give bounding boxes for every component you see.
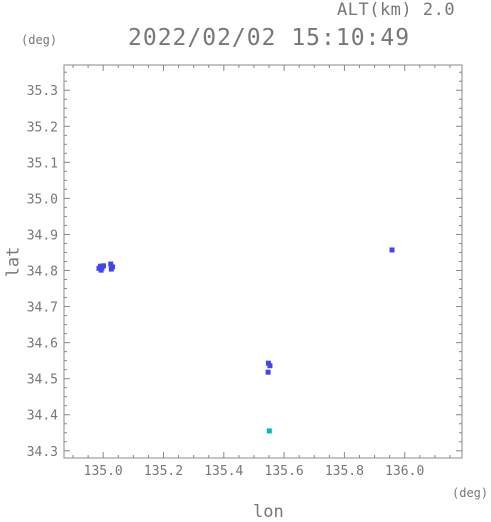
- x-axis-label: lon: [253, 502, 284, 522]
- x-ticks-group: 135.0 135.2 135.4 135.6 135.8 136.0: [72, 65, 451, 479]
- y-tick-label: 34.5: [27, 373, 58, 388]
- x-tick-label: 135.4: [204, 464, 243, 479]
- y-tick-label: 34.4: [27, 409, 58, 424]
- x-axis-unit: (deg): [452, 486, 489, 500]
- data-point: [265, 360, 271, 366]
- y-tick-label: 35.1: [27, 156, 58, 171]
- y-tick-label: 35.0: [27, 192, 58, 207]
- y-tick-label: 35.2: [27, 120, 58, 135]
- y-tick-label: 35.3: [27, 84, 58, 99]
- data-point: [108, 261, 114, 267]
- data-point: [108, 266, 114, 272]
- y-ticks-group: 34.3 34.4 34.5 34.6 34.7 34.8 34.9 35.0 35.1 35.2…: [27, 71, 462, 460]
- x-tick-label: 135.0: [84, 464, 123, 479]
- data-points-group: [96, 247, 395, 434]
- plot-frame: [63, 64, 463, 459]
- data-point: [98, 267, 104, 273]
- chart-title: 2022/02/02 15:10:49: [128, 25, 411, 51]
- y-tick-label: 34.7: [27, 301, 58, 316]
- data-point: [265, 369, 271, 375]
- y-tick-label: 34.8: [27, 265, 58, 280]
- y-tick-label: 34.9: [27, 228, 58, 243]
- y-axis-unit: (deg): [21, 33, 58, 47]
- x-tick-label: 135.2: [144, 464, 183, 479]
- data-point: [266, 428, 272, 434]
- x-tick-label: 135.8: [325, 464, 364, 479]
- y-tick-label: 34.6: [27, 337, 58, 352]
- x-tick-label: 135.6: [265, 464, 304, 479]
- altitude-label: ALT(km) 2.0: [337, 0, 456, 20]
- y-tick-label: 34.3: [27, 445, 58, 460]
- data-point: [389, 247, 395, 253]
- data-point: [100, 263, 106, 269]
- data-point: [267, 363, 273, 369]
- x-tick-label: 136.0: [385, 464, 424, 479]
